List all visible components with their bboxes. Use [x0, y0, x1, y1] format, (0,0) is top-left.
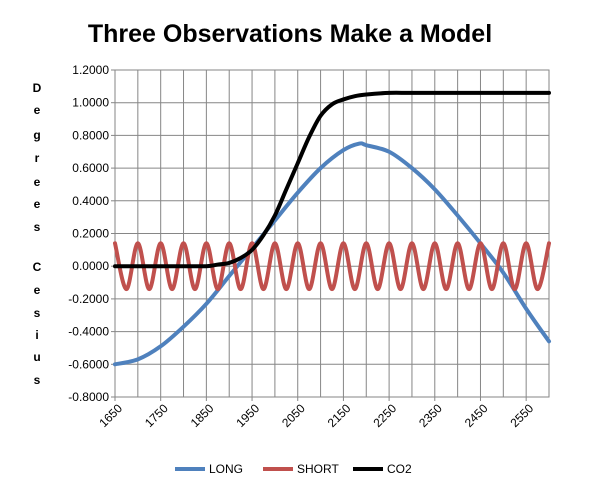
y-tick-label: 1.0000 [72, 96, 109, 110]
y-label-letter: e [34, 175, 41, 189]
y-tick-label: 0.6000 [72, 161, 109, 175]
y-tick-label: -0.6000 [68, 357, 109, 371]
x-tick-label: 1850 [188, 401, 217, 430]
x-tick-label: 2550 [507, 401, 536, 430]
y-label-letter: e [34, 197, 41, 211]
y-label-letter: e [34, 283, 41, 297]
x-tick-label: 2350 [416, 401, 445, 430]
x-tick-label: 1950 [233, 401, 262, 430]
x-tick-label: 2450 [462, 401, 491, 430]
y-tick-label: 0.4000 [72, 194, 109, 208]
y-tick-label: -0.2000 [68, 292, 109, 306]
x-tick-label: 1650 [96, 401, 125, 430]
y-tick-labels: 1.2000 1.0000 0.8000 0.6000 0.4000 0.2000 0.00… [68, 63, 109, 404]
x-tick-label: 2250 [370, 401, 399, 430]
y-label-letter: g [33, 128, 40, 142]
y-tick-label: -0.4000 [68, 325, 109, 339]
legend-label: LONG [209, 462, 243, 476]
y-label-letter: u [33, 350, 40, 364]
y-label-letter: i [35, 328, 38, 342]
y-label-letter: s [34, 306, 41, 320]
x-tick-label: 1750 [142, 401, 171, 430]
vertical-gridlines [114, 70, 527, 401]
series-line-long [113, 141, 551, 367]
chart-title: Three Observations Make a Model [88, 20, 492, 48]
horizontal-gridlines [111, 69, 549, 398]
y-label-letter: e [34, 103, 41, 117]
legend: LONG SHORT CO2 [175, 462, 412, 476]
y-tick-label: 1.2000 [72, 63, 109, 77]
y-label-letter: r [35, 151, 40, 165]
series-line-co2 [113, 90, 551, 269]
series-lines [113, 90, 551, 367]
y-tick-label: 0.0000 [72, 259, 109, 273]
series-line-short [113, 241, 551, 292]
y-label-letter: s [34, 373, 41, 387]
plot-area [114, 69, 550, 398]
legend-label: SHORT [297, 462, 339, 476]
y-tick-label: -0.8000 [68, 390, 109, 404]
y-label-letter: C [33, 260, 42, 274]
x-tick-label: 2150 [325, 401, 354, 430]
x-tick-labels: 1650 1750 1850 1950 2050 2150 2250 2350 2450 2550 [96, 401, 536, 430]
y-tick-label: 0.2000 [72, 227, 109, 241]
y-label-letter: s [34, 220, 41, 234]
x-tick-label: 2050 [279, 401, 308, 430]
y-tick-label: 0.8000 [72, 128, 109, 142]
y-label-letter: D [33, 81, 42, 95]
legend-label: CO2 [387, 462, 412, 476]
